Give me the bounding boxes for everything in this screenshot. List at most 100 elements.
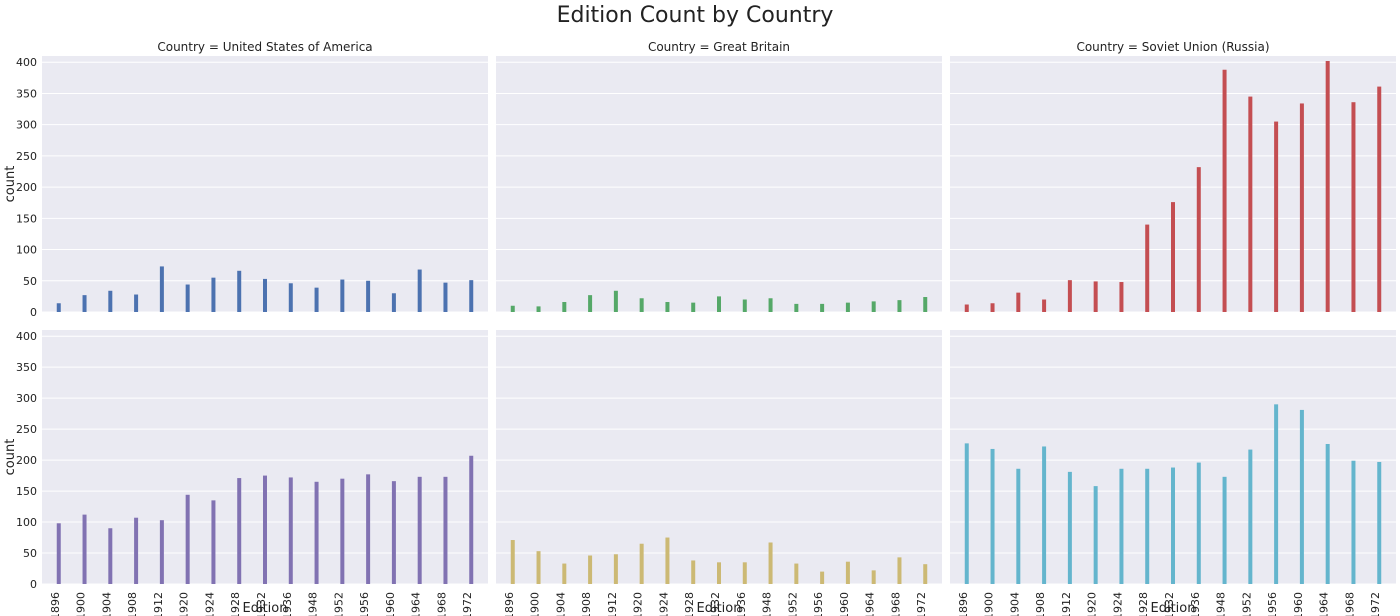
y-axis-label: count (3, 439, 18, 476)
x-tick-label: 1960 (838, 592, 851, 616)
x-tick-label: 1904 (554, 592, 567, 616)
x-tick-label: 1896 (503, 592, 516, 616)
x-tick-label: 1924 (203, 592, 216, 616)
bar-1972 (923, 297, 928, 312)
y-tick-label: 0 (30, 306, 37, 319)
figure-suptitle: Edition Count by Country (557, 3, 834, 28)
x-tick-label: 1960 (1292, 592, 1305, 616)
bar-1964 (871, 301, 876, 312)
y-tick-label: 350 (16, 361, 37, 374)
bar-1964 (417, 476, 422, 584)
x-tick-label: 1912 (606, 592, 619, 616)
x-axis-label: Edition (697, 601, 742, 616)
bar-1896 (56, 303, 61, 312)
bar-1920 (639, 543, 644, 584)
bar-1952 (340, 279, 345, 312)
bar-1928 (237, 270, 242, 312)
bar-1904 (562, 302, 567, 312)
bar-1928 (1145, 468, 1150, 584)
bar-1956 (820, 303, 825, 312)
x-tick-label: 1924 (1111, 592, 1124, 616)
bar-1952 (1248, 449, 1253, 584)
x-tick-label: 1936 (281, 592, 294, 616)
bar-1936 (288, 477, 293, 584)
bar-1952 (794, 303, 799, 312)
bar-1924 (1119, 282, 1124, 312)
bar-1964 (1325, 60, 1330, 313)
x-tick-label: 1956 (812, 592, 825, 616)
bar-1948 (768, 298, 773, 312)
y-tick-label: 0 (30, 578, 37, 591)
bar-1924 (211, 277, 216, 312)
y-tick-label: 200 (16, 181, 37, 194)
bar-1912 (1067, 471, 1072, 584)
bar-1968 (443, 476, 448, 584)
y-tick-label: 200 (16, 454, 37, 467)
bar-1900 (990, 303, 995, 312)
bar-1912 (1067, 280, 1072, 312)
x-tick-label: 1904 (1008, 592, 1021, 616)
x-tick-label: 1908 (580, 592, 593, 616)
x-tick-label: 1908 (1034, 592, 1047, 616)
bar-1956 (1274, 404, 1279, 584)
bar-1960 (845, 302, 850, 312)
bar-1900 (82, 514, 87, 584)
bar-1964 (417, 269, 422, 312)
bar-1960 (391, 293, 396, 312)
x-tick-label: 1972 (915, 592, 928, 616)
bar-1908 (1042, 299, 1047, 312)
x-tick-label: 1896 (49, 592, 62, 616)
bar-1960 (845, 561, 850, 584)
bar-1952 (1248, 96, 1253, 313)
bar-1912 (613, 554, 618, 584)
panel-background (496, 56, 942, 312)
y-tick-label: 300 (16, 119, 37, 132)
bar-1896 (964, 443, 969, 584)
bar-1908 (588, 555, 593, 584)
x-tick-label: 1952 (1240, 592, 1253, 616)
bar-1936 (288, 283, 293, 312)
x-tick-label: 1920 (178, 592, 191, 616)
x-tick-label: 1952 (786, 592, 799, 616)
x-tick-label: 1900 (529, 592, 542, 616)
x-tick-label: 1968 (1343, 592, 1356, 616)
bar-1908 (134, 517, 139, 584)
x-tick-label: 1908 (126, 592, 139, 616)
bar-1904 (108, 290, 113, 312)
bar-1936 (742, 299, 747, 312)
x-tick-label: 1964 (410, 592, 423, 616)
bar-1932 (263, 278, 267, 312)
y-tick-label: 250 (16, 150, 37, 163)
panel-1: 0 50 100 150 200 250 300 350 400 Country = United… (3, 40, 488, 319)
bar-1904 (562, 563, 567, 584)
x-tick-label: 1960 (384, 592, 397, 616)
x-axis-label: Edition (243, 601, 288, 616)
panel-4: 0 50 100 150 200 250 300 350 400 1896 1900 1904 1908… (3, 330, 488, 616)
bar-1932 (717, 562, 721, 584)
bar-1968 (1351, 460, 1356, 584)
bar-1964 (871, 570, 876, 584)
bar-1912 (159, 266, 164, 312)
bar-1968 (897, 557, 902, 584)
panel-3: Country = Soviet Union (Russia) (950, 40, 1396, 313)
bar-1900 (536, 551, 541, 584)
bar-1972 (923, 564, 928, 584)
x-axis-label: Edition (1151, 601, 1196, 616)
x-tick-label: 1896 (957, 592, 970, 616)
bar-1960 (1299, 409, 1304, 584)
bar-1900 (536, 306, 541, 312)
y-tick-label: 50 (23, 275, 37, 288)
x-tick-label: 1932 (255, 592, 268, 616)
bar-1908 (588, 295, 593, 312)
panel-background (42, 56, 488, 312)
y-axis-label: count (3, 166, 18, 203)
bar-1960 (391, 481, 396, 584)
y-tick-label: 150 (16, 485, 37, 498)
bar-1928 (1145, 224, 1150, 312)
bar-1920 (1093, 281, 1098, 312)
bar-1972 (1377, 461, 1382, 584)
y-tick-label: 100 (16, 516, 37, 529)
bar-1972 (469, 280, 474, 312)
y-tick-label: 300 (16, 392, 37, 405)
